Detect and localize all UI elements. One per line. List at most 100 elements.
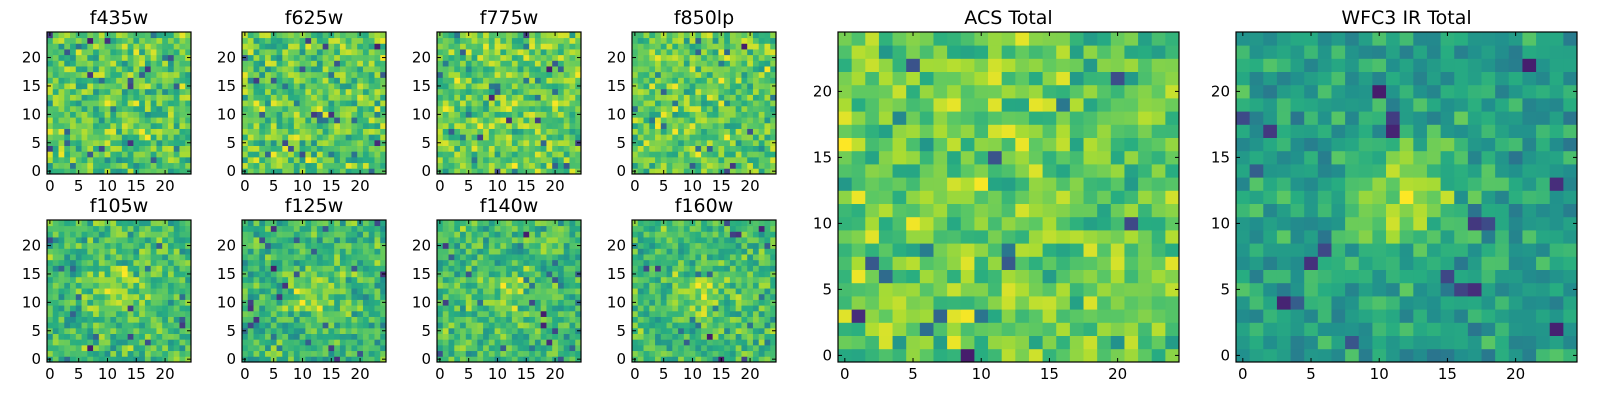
heatmap-cell bbox=[735, 322, 742, 329]
heatmap-cell bbox=[334, 145, 341, 152]
heatmap-cell bbox=[265, 271, 272, 278]
heatmap-cell bbox=[98, 237, 105, 244]
heatmap-cell bbox=[121, 350, 129, 357]
heatmap-cell bbox=[460, 37, 467, 44]
heatmap-cell bbox=[81, 66, 88, 73]
heatmap-cell bbox=[328, 310, 335, 317]
heatmap-cell bbox=[506, 77, 513, 84]
heatmap-cell bbox=[563, 162, 570, 169]
heatmap-cell bbox=[666, 37, 673, 44]
heatmap-cell bbox=[758, 322, 765, 329]
heatmap-cell bbox=[683, 339, 690, 346]
heatmap-cell bbox=[282, 122, 289, 129]
heatmap-cell bbox=[678, 322, 685, 329]
heatmap-cell bbox=[666, 168, 673, 175]
heatmap-cell bbox=[167, 316, 175, 323]
heatmap-cell bbox=[316, 128, 324, 135]
heatmap-cell bbox=[116, 231, 123, 238]
heatmap-cell bbox=[144, 145, 152, 152]
heatmap-cell bbox=[87, 282, 94, 289]
heatmap-cell bbox=[351, 117, 358, 124]
heatmap-cell bbox=[87, 77, 94, 84]
heatmap-cell bbox=[380, 248, 387, 255]
heatmap-cell bbox=[47, 265, 54, 272]
heatmap-cell bbox=[529, 271, 536, 278]
heatmap-cell bbox=[334, 254, 341, 261]
heatmap-cell bbox=[488, 111, 495, 118]
heatmap-cell bbox=[506, 139, 513, 146]
heatmap-cell bbox=[299, 156, 306, 164]
heatmap-cell bbox=[712, 327, 719, 334]
heatmap-cell bbox=[357, 77, 364, 84]
heatmap-cell bbox=[357, 111, 364, 118]
heatmap-cell bbox=[695, 94, 702, 101]
heatmap-cell bbox=[563, 100, 570, 107]
heatmap-cell bbox=[179, 32, 186, 39]
heatmap-cell bbox=[339, 305, 347, 312]
heatmap-cell bbox=[500, 60, 507, 67]
heatmap-cell bbox=[655, 37, 662, 44]
heatmap-cell bbox=[334, 220, 341, 227]
heatmap-cell bbox=[380, 151, 387, 158]
heatmap-cell bbox=[724, 145, 731, 152]
heatmap-cell bbox=[666, 151, 673, 158]
heatmap-cell bbox=[448, 271, 455, 278]
heatmap-cell bbox=[322, 299, 329, 306]
heatmap-cell bbox=[305, 162, 312, 169]
heatmap-cell bbox=[494, 299, 501, 306]
heatmap-cell bbox=[534, 333, 542, 340]
heatmap-cell bbox=[299, 322, 306, 329]
heatmap-cell bbox=[752, 322, 760, 329]
heatmap-cell bbox=[93, 254, 100, 261]
heatmap-cell bbox=[540, 66, 547, 73]
heatmap-cell bbox=[752, 111, 760, 118]
heatmap-cell bbox=[242, 71, 249, 78]
heatmap-cell bbox=[534, 60, 542, 67]
heatmap-cell bbox=[311, 94, 318, 101]
heatmap-cell bbox=[758, 77, 765, 84]
heatmap-cell bbox=[465, 37, 472, 44]
heatmap-cell bbox=[517, 111, 524, 118]
heatmap-cell bbox=[494, 293, 501, 300]
heatmap-cell bbox=[494, 254, 501, 261]
x-tick-label: 5 bbox=[74, 177, 84, 195]
heatmap-cell bbox=[477, 231, 484, 238]
heatmap-cell bbox=[299, 265, 306, 272]
heatmap-cell bbox=[729, 299, 737, 306]
heatmap-cell bbox=[523, 322, 530, 329]
heatmap-cell bbox=[70, 231, 77, 238]
heatmap-cell bbox=[483, 339, 490, 346]
heatmap-cell bbox=[569, 32, 576, 39]
heatmap-cell bbox=[87, 299, 94, 306]
heatmap-cell bbox=[546, 54, 553, 61]
heatmap-cell bbox=[110, 316, 117, 323]
heatmap-cell bbox=[173, 225, 180, 232]
heatmap-cell bbox=[265, 248, 272, 255]
heatmap-cell bbox=[288, 71, 295, 78]
heatmap-cell bbox=[655, 156, 662, 164]
heatmap-cell bbox=[253, 305, 260, 312]
heatmap-cell bbox=[139, 77, 146, 84]
heatmap-cell bbox=[735, 66, 742, 73]
heatmap-cell bbox=[322, 43, 329, 50]
heatmap-cell bbox=[98, 254, 105, 261]
heatmap-cell bbox=[660, 288, 667, 295]
heatmap-cell bbox=[506, 37, 513, 44]
heatmap-cell bbox=[339, 60, 347, 67]
heatmap-cell bbox=[706, 322, 714, 329]
heatmap-cell bbox=[139, 168, 146, 175]
heatmap-cell bbox=[471, 248, 478, 255]
heatmap-cell bbox=[764, 49, 771, 56]
y-tick-label: 0 bbox=[226, 162, 236, 180]
heatmap-cell bbox=[747, 288, 754, 295]
heatmap-cell bbox=[678, 139, 685, 146]
heatmap-cell bbox=[339, 237, 347, 244]
heatmap-cell bbox=[339, 339, 347, 346]
heatmap-cell bbox=[75, 105, 82, 112]
heatmap-cell bbox=[511, 100, 519, 107]
heatmap-cell bbox=[729, 117, 737, 124]
heatmap-cell bbox=[523, 288, 530, 295]
heatmap-cell bbox=[81, 134, 88, 141]
heatmap-cell bbox=[517, 32, 524, 39]
heatmap-cell bbox=[81, 156, 88, 164]
